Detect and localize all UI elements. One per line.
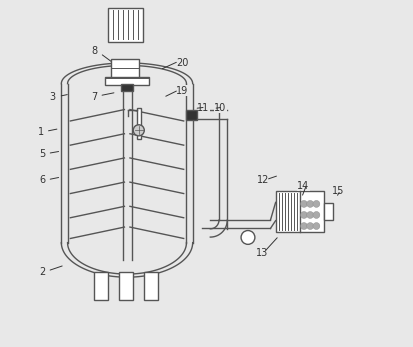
Text: 14: 14 (297, 180, 309, 191)
Bar (275, 191, 324, 232)
Text: 3: 3 (50, 92, 56, 102)
Circle shape (307, 222, 313, 229)
Text: 10: 10 (214, 103, 226, 113)
Text: 13: 13 (256, 248, 268, 258)
Text: 5: 5 (39, 150, 45, 160)
Text: 19: 19 (176, 86, 188, 95)
Bar (104, 77, 150, 85)
Bar (94, 272, 108, 300)
Circle shape (307, 201, 313, 208)
Text: 6: 6 (39, 176, 45, 185)
Text: 1: 1 (38, 127, 44, 137)
Text: 15: 15 (332, 186, 344, 196)
Text: 11: 11 (197, 103, 209, 113)
Circle shape (313, 201, 320, 208)
Bar (186, 110, 197, 120)
Text: 7: 7 (91, 92, 97, 102)
Circle shape (313, 212, 320, 218)
Bar (121, 84, 133, 91)
Circle shape (241, 230, 255, 244)
Text: 20: 20 (176, 58, 188, 68)
Circle shape (301, 212, 307, 218)
Circle shape (133, 125, 144, 136)
Circle shape (301, 222, 307, 229)
Bar (144, 272, 158, 300)
Bar (324, 203, 332, 220)
Bar (137, 108, 141, 139)
Circle shape (301, 201, 307, 208)
Text: 2: 2 (39, 267, 45, 277)
Circle shape (313, 222, 320, 229)
Bar (119, 272, 133, 300)
Text: 12: 12 (257, 176, 270, 185)
Bar (112, 59, 139, 77)
Text: 8: 8 (91, 46, 97, 56)
Text: 9: 9 (127, 8, 133, 18)
Bar (108, 8, 142, 42)
Circle shape (307, 212, 313, 218)
